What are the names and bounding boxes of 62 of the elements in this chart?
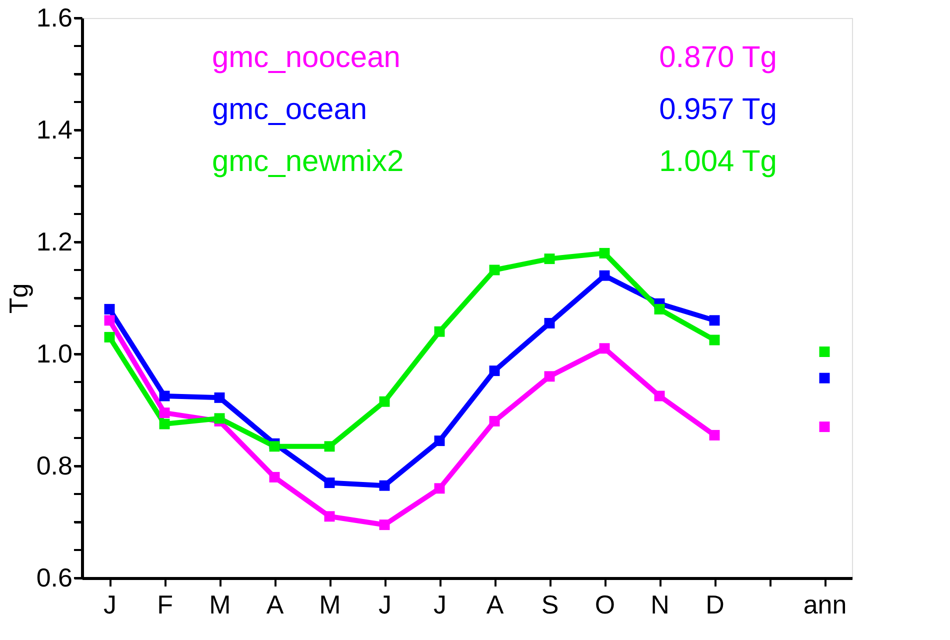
point <box>599 343 610 354</box>
point <box>324 511 335 522</box>
point <box>544 318 555 328</box>
y-tick-label: 1.4 <box>36 114 72 144</box>
point <box>489 366 500 376</box>
x-tick-label: F <box>157 590 173 620</box>
point <box>104 315 115 326</box>
point <box>269 472 280 482</box>
point <box>159 408 170 418</box>
point <box>544 254 555 264</box>
point <box>819 422 830 432</box>
annotation: 0.870 Tg <box>659 41 777 74</box>
x-tick-label: J <box>378 590 392 620</box>
x-tick-label: J <box>434 590 446 620</box>
annotation: 0.957 Tg <box>659 93 777 126</box>
point <box>269 441 280 452</box>
x-tick-label: N <box>650 590 670 620</box>
text: gmc_newmix2 <box>212 145 404 178</box>
point <box>379 396 390 407</box>
x-tick-label: O <box>594 590 616 620</box>
point <box>324 478 335 488</box>
point <box>489 416 500 426</box>
point <box>434 483 445 494</box>
text: gmc_ocean <box>212 93 368 126</box>
y-tick-label: 0.8 <box>36 450 72 480</box>
x-tick-label: M <box>209 590 231 620</box>
y-tick-label: 1.6 <box>36 2 72 32</box>
x-tick-label: A <box>266 590 284 620</box>
text: gmc_noocean <box>212 41 400 74</box>
point <box>709 315 720 326</box>
point <box>104 332 115 342</box>
x-tick-label: ann <box>803 590 847 620</box>
point <box>599 270 610 281</box>
point <box>159 390 170 402</box>
point <box>709 334 720 346</box>
x-tick-label: A <box>486 590 504 620</box>
point <box>379 520 390 530</box>
y-tick-label: 1.2 <box>36 226 72 256</box>
point <box>324 441 335 452</box>
point <box>709 430 720 440</box>
y-tick-label: 0.6 <box>36 562 72 592</box>
point <box>544 371 555 382</box>
point <box>819 346 830 358</box>
point <box>214 413 225 424</box>
point <box>104 304 115 314</box>
point <box>489 264 500 276</box>
x-tick-label: M <box>319 590 341 620</box>
point <box>379 480 390 491</box>
y-axis-title: Tg <box>3 283 34 314</box>
point <box>599 248 610 258</box>
y-tick-label: 1.0 <box>36 338 72 368</box>
x-tick-label: J <box>104 590 116 620</box>
x-tick-label: D <box>706 590 724 620</box>
point <box>214 392 225 403</box>
point <box>654 390 665 402</box>
x-tick-label: S <box>541 590 559 620</box>
point <box>159 418 170 430</box>
annotation: 1.004 Tg <box>659 145 777 178</box>
point <box>819 372 830 384</box>
point <box>654 304 665 314</box>
point <box>434 326 445 337</box>
point <box>434 436 445 446</box>
